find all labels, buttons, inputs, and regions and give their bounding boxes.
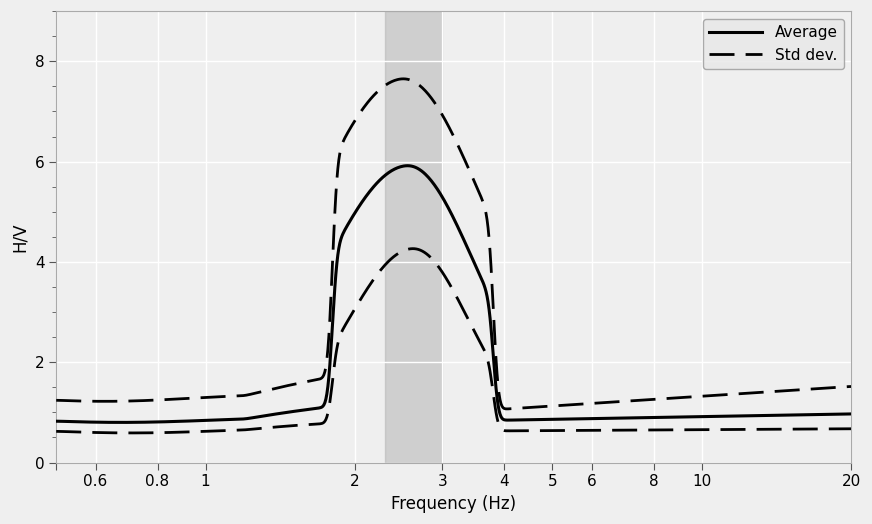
Y-axis label: H/V: H/V: [11, 222, 29, 252]
X-axis label: Frequency (Hz): Frequency (Hz): [392, 495, 516, 513]
Average: [738, 413, 748, 419]
Std dev.: [535, 403, 546, 410]
Std dev.: [99, 398, 110, 405]
Average: [116, 419, 126, 425]
Average: [99, 419, 110, 425]
Std dev.: [501, 406, 512, 412]
Average: [514, 417, 525, 423]
Std dev.: [560, 402, 570, 408]
Average: [656, 414, 666, 420]
Std dev.: [51, 397, 61, 403]
Std dev.: [514, 405, 525, 411]
Bar: [385, 11, 442, 463]
Line: Std dev.: Std dev.: [56, 79, 851, 409]
Average: [402, 162, 412, 169]
Legend: Average, Std dev.: Average, Std dev.: [703, 19, 843, 69]
Std dev.: [846, 384, 856, 390]
Std dev.: [399, 75, 409, 82]
Std dev.: [656, 396, 666, 402]
Average: [535, 417, 546, 423]
Average: [846, 411, 856, 417]
Average: [51, 418, 61, 424]
Average: [560, 416, 570, 422]
Std dev.: [738, 390, 748, 397]
Line: Average: Average: [56, 166, 851, 422]
